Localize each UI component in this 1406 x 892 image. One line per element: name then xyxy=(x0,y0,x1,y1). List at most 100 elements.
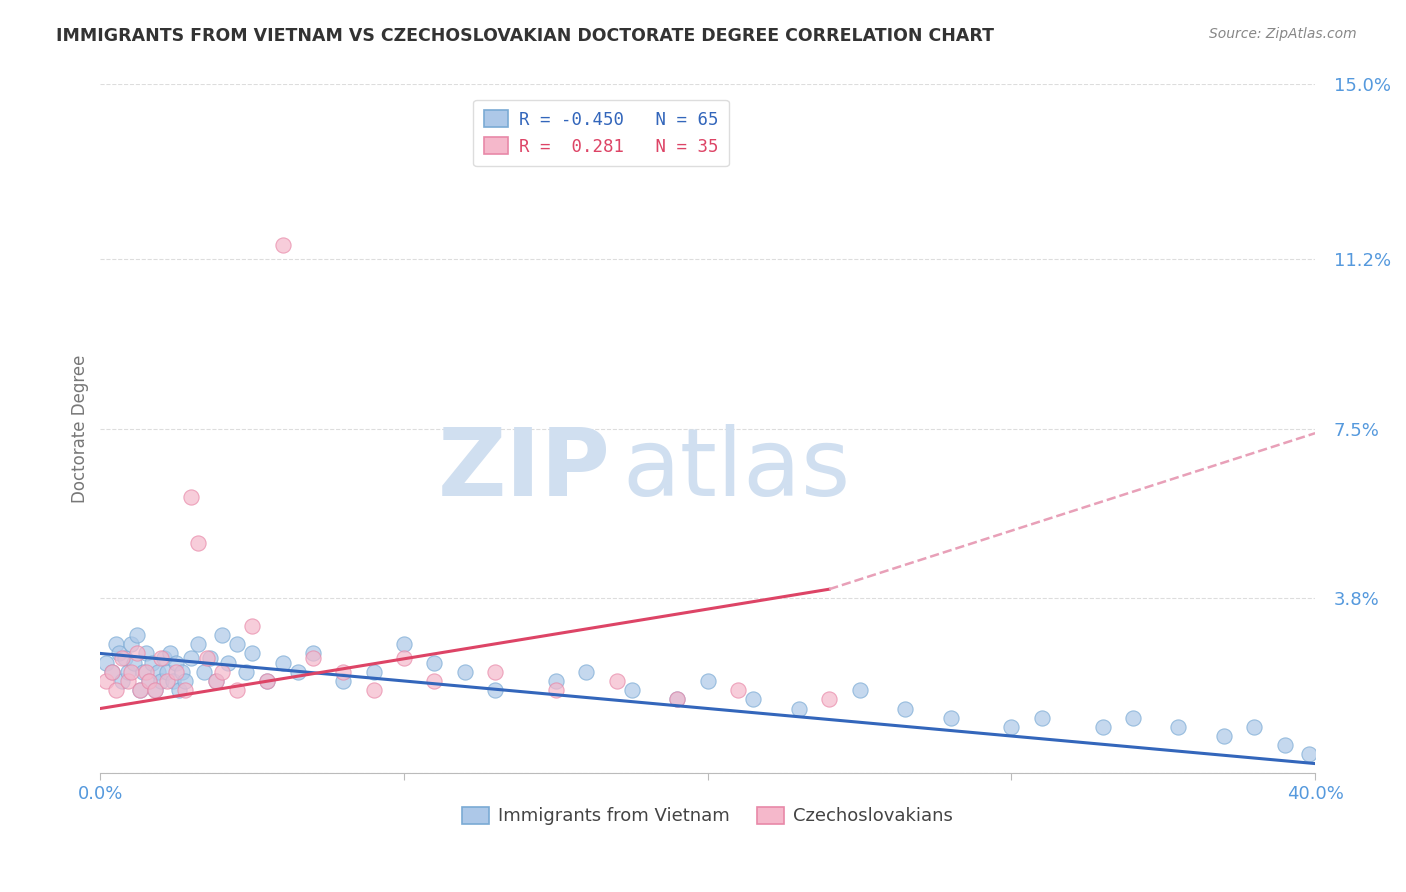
Point xyxy=(96,673,118,688)
Point xyxy=(156,673,179,688)
Point xyxy=(101,665,124,679)
Point xyxy=(125,628,148,642)
Point xyxy=(138,673,160,688)
Point xyxy=(332,673,354,688)
Point xyxy=(211,665,233,679)
Point xyxy=(204,673,226,688)
Point xyxy=(138,673,160,688)
Point xyxy=(193,665,215,679)
Point xyxy=(117,673,139,688)
Point xyxy=(894,701,917,715)
Point xyxy=(235,665,257,679)
Point xyxy=(174,673,197,688)
Point xyxy=(110,673,132,688)
Legend: Immigrants from Vietnam, Czechoslovakians: Immigrants from Vietnam, Czechoslovakian… xyxy=(456,799,960,832)
Point xyxy=(1122,711,1144,725)
Point xyxy=(107,647,129,661)
Point xyxy=(110,651,132,665)
Point xyxy=(787,701,810,715)
Point xyxy=(423,673,446,688)
Point xyxy=(226,683,249,698)
Point xyxy=(1298,747,1320,762)
Point xyxy=(162,673,184,688)
Point xyxy=(848,683,870,698)
Point xyxy=(156,665,179,679)
Point xyxy=(186,536,208,550)
Point xyxy=(150,651,173,665)
Point xyxy=(104,637,127,651)
Point xyxy=(392,651,415,665)
Point xyxy=(114,651,136,665)
Point xyxy=(1000,720,1022,734)
Point xyxy=(271,656,294,670)
Point xyxy=(620,683,643,698)
Point xyxy=(818,692,841,706)
Point xyxy=(169,683,191,698)
Point xyxy=(363,665,385,679)
Point xyxy=(101,665,124,679)
Point xyxy=(150,673,173,688)
Point xyxy=(165,656,187,670)
Point xyxy=(217,656,239,670)
Point xyxy=(666,692,689,706)
Point xyxy=(180,491,202,505)
Point xyxy=(143,683,166,698)
Point xyxy=(117,665,139,679)
Text: ZIP: ZIP xyxy=(437,424,610,516)
Point xyxy=(302,647,325,661)
Point xyxy=(423,656,446,670)
Point xyxy=(363,683,385,698)
Point xyxy=(120,665,142,679)
Point xyxy=(742,692,765,706)
Point xyxy=(484,665,506,679)
Point xyxy=(204,673,226,688)
Point xyxy=(135,647,157,661)
Point xyxy=(271,238,294,252)
Point xyxy=(1091,720,1114,734)
Point xyxy=(575,665,598,679)
Point xyxy=(727,683,749,698)
Point xyxy=(1031,711,1053,725)
Point xyxy=(141,656,163,670)
Point xyxy=(143,683,166,698)
Point xyxy=(159,647,181,661)
Point xyxy=(153,651,176,665)
Point xyxy=(165,665,187,679)
Point xyxy=(174,683,197,698)
Point xyxy=(332,665,354,679)
Point xyxy=(128,683,150,698)
Point xyxy=(104,683,127,698)
Point xyxy=(256,673,278,688)
Point xyxy=(392,637,415,651)
Point xyxy=(125,647,148,661)
Point xyxy=(172,665,194,679)
Point xyxy=(198,651,221,665)
Point xyxy=(1243,720,1265,734)
Point xyxy=(120,637,142,651)
Y-axis label: Doctorate Degree: Doctorate Degree xyxy=(72,354,89,503)
Point xyxy=(122,656,145,670)
Point xyxy=(1274,738,1296,752)
Point xyxy=(128,683,150,698)
Point xyxy=(287,665,309,679)
Point xyxy=(666,692,689,706)
Point xyxy=(186,637,208,651)
Point xyxy=(180,651,202,665)
Point xyxy=(240,619,263,633)
Point xyxy=(226,637,249,651)
Point xyxy=(146,665,169,679)
Point xyxy=(96,656,118,670)
Point xyxy=(211,628,233,642)
Point xyxy=(606,673,628,688)
Point xyxy=(195,651,218,665)
Point xyxy=(1167,720,1189,734)
Text: IMMIGRANTS FROM VIETNAM VS CZECHOSLOVAKIAN DOCTORATE DEGREE CORRELATION CHART: IMMIGRANTS FROM VIETNAM VS CZECHOSLOVAKI… xyxy=(56,27,994,45)
Point xyxy=(544,673,567,688)
Point xyxy=(1213,729,1236,743)
Point xyxy=(240,647,263,661)
Text: Source: ZipAtlas.com: Source: ZipAtlas.com xyxy=(1209,27,1357,41)
Text: atlas: atlas xyxy=(623,424,851,516)
Point xyxy=(454,665,477,679)
Point xyxy=(696,673,718,688)
Point xyxy=(135,665,157,679)
